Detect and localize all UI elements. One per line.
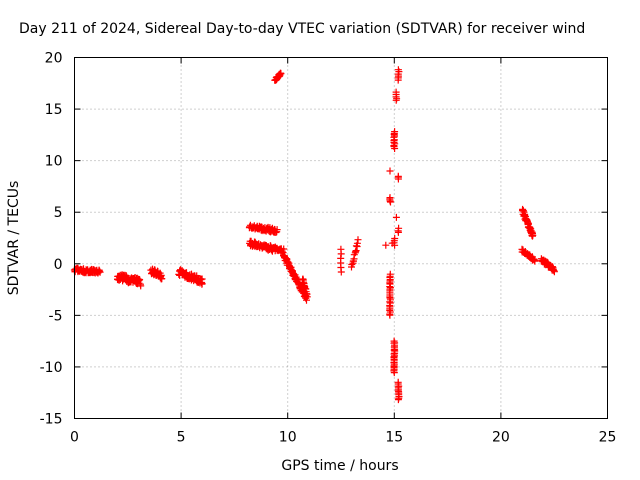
- y-tick-label: -15: [40, 412, 63, 428]
- x-tick-label: 20: [492, 430, 510, 446]
- data-point: [273, 226, 281, 234]
- x-tick-label: 25: [599, 430, 617, 446]
- y-tick-label: -10: [40, 360, 63, 376]
- data-point: [386, 167, 394, 175]
- data-point: [550, 268, 558, 276]
- data-point: [391, 128, 399, 136]
- data-point: [531, 257, 539, 265]
- data-point: [550, 266, 557, 274]
- data-point: [348, 261, 356, 268]
- data-point: [96, 268, 104, 276]
- grid-lines: [74, 57, 608, 419]
- x-tick-label: 15: [385, 430, 403, 446]
- data-point: [198, 280, 206, 288]
- data-point: [390, 337, 398, 345]
- data-point: [394, 172, 402, 180]
- data-point: [388, 239, 396, 247]
- y-tick-labels: -15 -10 -5 0 5 10 15 20: [40, 51, 63, 428]
- x-axis-label: GPS time / hours: [281, 458, 398, 474]
- data-point: [354, 236, 362, 244]
- x-tick-label: 0: [70, 430, 79, 446]
- data-point: [392, 213, 400, 221]
- y-tick-label: 20: [45, 51, 63, 67]
- y-tick-label: 5: [54, 205, 63, 221]
- x-tick-label: 5: [177, 430, 186, 446]
- data-point: [394, 378, 402, 386]
- data-point: [337, 245, 345, 253]
- data-point: [529, 231, 537, 239]
- data-point: [395, 224, 403, 232]
- data-point: [394, 66, 402, 74]
- x-tick-label: 10: [279, 430, 297, 446]
- y-tick-label: 15: [45, 102, 63, 118]
- y-tick-label: -5: [49, 308, 63, 324]
- data-point: [158, 275, 166, 283]
- chart-title: Day 211 of 2024, Sidereal Day-to-day VTE…: [19, 21, 585, 37]
- data-point: [386, 270, 394, 278]
- data-point: [303, 290, 311, 298]
- x-tick-labels: 0 5 10 15 20 25: [70, 430, 616, 446]
- data-point: [137, 282, 145, 290]
- y-tick-label: 10: [45, 154, 63, 170]
- data-point: [280, 245, 288, 253]
- data-point: [392, 88, 400, 96]
- axis-ticks: [74, 57, 608, 419]
- data-point: [386, 194, 394, 202]
- data-point: [301, 284, 309, 292]
- y-axis-label: SDTVAR / TECUs: [6, 181, 22, 296]
- data-point: [382, 241, 390, 249]
- data-point: [303, 296, 310, 304]
- data-point: [391, 235, 399, 242]
- y-tick-label: 0: [54, 257, 63, 273]
- data-points: [70, 66, 558, 404]
- data-point: [136, 276, 144, 284]
- plot-frame: [74, 57, 608, 419]
- data-point: [277, 70, 285, 78]
